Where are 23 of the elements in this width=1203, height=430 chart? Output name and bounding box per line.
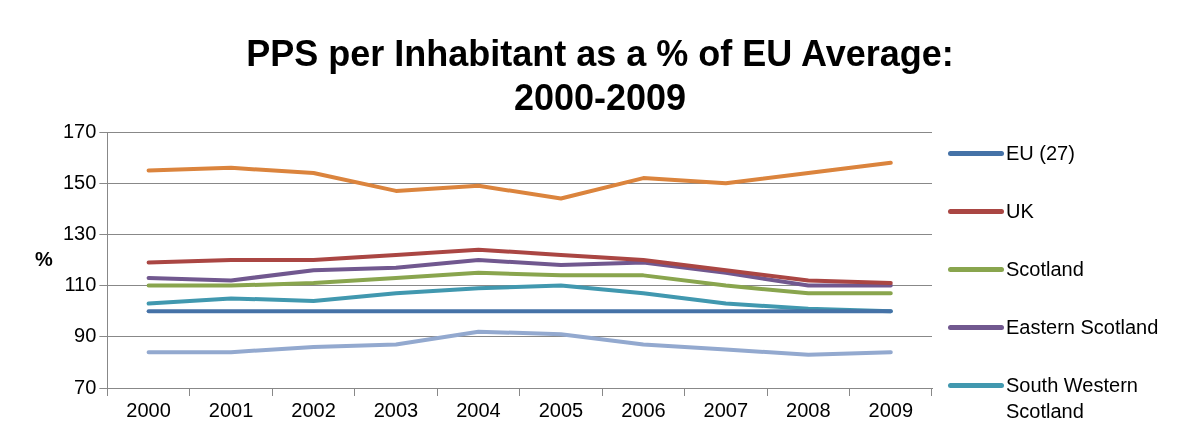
legend-label: Scotland xyxy=(1006,257,1084,282)
x-tick-label: 2002 xyxy=(291,398,336,421)
x-tick-label: 2003 xyxy=(373,398,419,421)
x-tick-label: 2006 xyxy=(621,398,666,421)
y-axis-title: % xyxy=(35,247,54,270)
x-tick-label: 2000 xyxy=(126,398,171,421)
legend-label: EU (27) xyxy=(1006,141,1075,166)
x-tick-label: 2009 xyxy=(868,398,914,421)
chart-title: PPS per Inhabitant as a % of EU Average: 2000-2009 xyxy=(245,32,955,120)
x-tick-label: 2001 xyxy=(208,398,254,421)
y-tick-label: 130 xyxy=(62,221,97,244)
x-tick-label: 2008 xyxy=(786,398,831,421)
x-tick-label: 2004 xyxy=(456,398,501,421)
y-tick-label: 70 xyxy=(74,375,97,398)
y-tick-label: 170 xyxy=(62,119,97,142)
x-tick-label: 2005 xyxy=(538,398,584,421)
legend-label: UK xyxy=(1006,199,1034,224)
y-tick-label: 110 xyxy=(64,273,97,296)
legend-label: South Western Scotland xyxy=(1006,373,1139,424)
x-tick-label: 2007 xyxy=(703,398,749,421)
legend-label: Eastern Scotland xyxy=(1006,315,1159,340)
y-tick-label: 90 xyxy=(74,324,97,347)
y-tick-label: 150 xyxy=(62,170,97,193)
